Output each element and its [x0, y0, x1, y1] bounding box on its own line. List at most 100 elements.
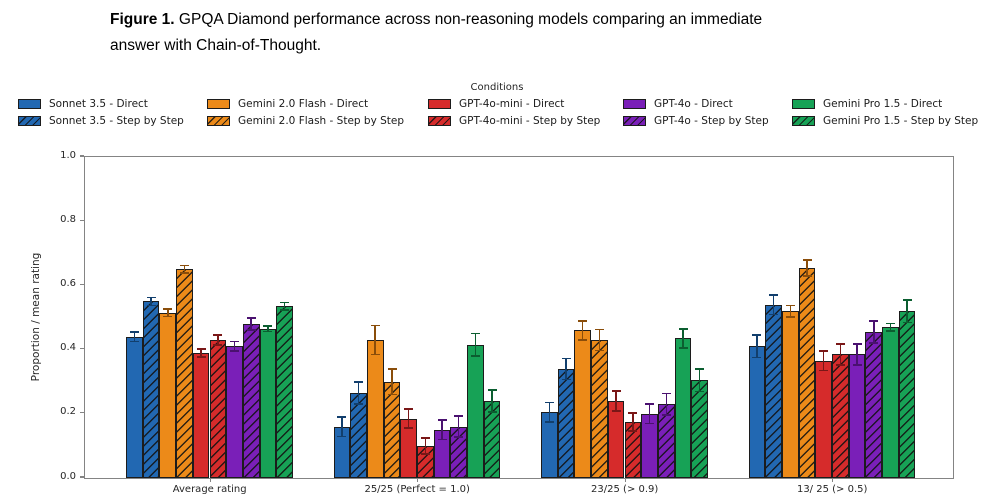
error-bar-cap — [196, 348, 206, 350]
x-tick-label: 25/25 (Perfect = 1.0) — [364, 484, 470, 495]
error-bar — [200, 349, 202, 357]
y-tick-label: 0.8 — [60, 213, 76, 225]
error-bar-cap — [471, 332, 480, 335]
legend-swatch-icon — [623, 98, 646, 110]
bar — [159, 312, 177, 478]
bar — [242, 323, 260, 478]
x-tick-label: 13/ 25 (> 0.5) — [796, 484, 868, 495]
error-bar-cap — [230, 350, 239, 352]
error-bar-cap — [404, 427, 414, 429]
error-bar-cap — [230, 340, 239, 343]
error-bar-cap — [802, 275, 812, 277]
bar — [366, 340, 384, 478]
error-bar — [873, 320, 875, 344]
error-bar-cap — [404, 408, 414, 410]
x-tick-mark — [417, 478, 419, 483]
error-bar-cap — [163, 315, 173, 318]
error-bar-cap — [802, 258, 812, 261]
bar — [450, 426, 468, 478]
legend-item: GPT-4o-mini - Step by Step — [428, 115, 600, 127]
figure-caption: Figure 1. GPQA Diamond performance acros… — [110, 7, 930, 59]
bar — [483, 401, 501, 478]
legend-item: Gemini Pro 1.5 - Direct — [792, 98, 942, 110]
error-bar-cap — [869, 342, 879, 344]
bar — [848, 354, 866, 478]
error-bar-cap — [886, 330, 895, 332]
error-bar-cap — [487, 411, 497, 413]
legend-item-label: GPT-4o-mini - Step by Step — [459, 115, 601, 127]
bar — [865, 331, 883, 478]
bar — [898, 311, 916, 478]
error-bar-cap — [695, 368, 705, 370]
bar — [765, 304, 782, 478]
error-bar-cap — [678, 347, 688, 349]
error-bar-cap — [661, 392, 671, 395]
error-bar — [233, 341, 236, 352]
x-tick-mark — [624, 478, 626, 483]
error-bar-cap — [437, 438, 447, 441]
error-bar — [391, 368, 393, 395]
error-bar — [133, 332, 136, 342]
error-bar — [806, 259, 808, 276]
error-bar — [441, 420, 443, 440]
error-bar — [665, 393, 668, 415]
error-bar — [357, 381, 360, 405]
error-bar-cap — [544, 421, 554, 423]
bar — [209, 340, 227, 478]
error-bar-cap — [852, 343, 862, 345]
bar — [383, 381, 401, 478]
error-bar — [167, 308, 169, 317]
error-bar-cap — [578, 319, 588, 322]
bar — [781, 311, 799, 478]
error-bar — [474, 333, 477, 356]
legend-item-label: Gemini 2.0 Flash - Step by Step — [238, 115, 405, 127]
y-tick-mark — [79, 219, 84, 221]
bar — [557, 368, 575, 478]
error-bar-cap — [179, 264, 189, 267]
error-bar-cap — [785, 304, 795, 307]
error-bar — [267, 326, 269, 332]
error-bar-cap — [337, 416, 347, 418]
error-bar — [283, 302, 286, 311]
error-bar-cap — [886, 322, 895, 325]
error-bar-cap — [819, 369, 829, 372]
x-tick-label: Average rating — [172, 484, 247, 495]
error-bar-cap — [769, 294, 779, 296]
error-bar — [183, 265, 186, 274]
error-bar — [548, 402, 551, 422]
bar — [832, 354, 849, 478]
legend-item: GPT-4o-mini - Direct — [428, 98, 564, 110]
error-bar-cap — [645, 403, 655, 405]
plot-area — [84, 156, 954, 479]
error-bar-cap — [280, 301, 290, 304]
error-bar-cap — [420, 453, 430, 455]
error-bar-cap — [595, 349, 604, 352]
error-bar — [150, 297, 152, 306]
legend-item-label: Gemini Pro 1.5 - Direct — [823, 98, 943, 110]
error-bar — [598, 329, 601, 351]
error-bar-cap — [628, 412, 638, 414]
error-bar-cap — [578, 339, 588, 341]
error-bar — [756, 335, 758, 358]
error-bar-cap — [487, 388, 497, 391]
legend-item: GPT-4o - Step by Step — [623, 115, 769, 127]
error-bar-cap — [611, 389, 621, 392]
error-bar — [789, 305, 792, 317]
legend-swatch-icon — [207, 98, 230, 110]
bar — [815, 360, 832, 478]
y-tick-mark — [79, 476, 84, 478]
y-tick-mark — [79, 348, 84, 350]
error-bar-cap — [246, 328, 256, 331]
error-bar — [341, 417, 343, 437]
error-bar — [648, 404, 651, 424]
legend-item: GPT-4o - Direct — [623, 98, 733, 110]
x-tick-mark — [832, 478, 834, 483]
caption-text-line1: GPQA Diamond performance across non-reas… — [178, 11, 763, 28]
error-bar — [682, 328, 684, 348]
legend-swatch-icon — [428, 115, 451, 127]
error-bar-cap — [819, 350, 829, 352]
error-bar — [407, 408, 410, 429]
error-bar-cap — [678, 327, 688, 330]
error-bar-cap — [769, 313, 779, 316]
bar — [674, 338, 692, 478]
